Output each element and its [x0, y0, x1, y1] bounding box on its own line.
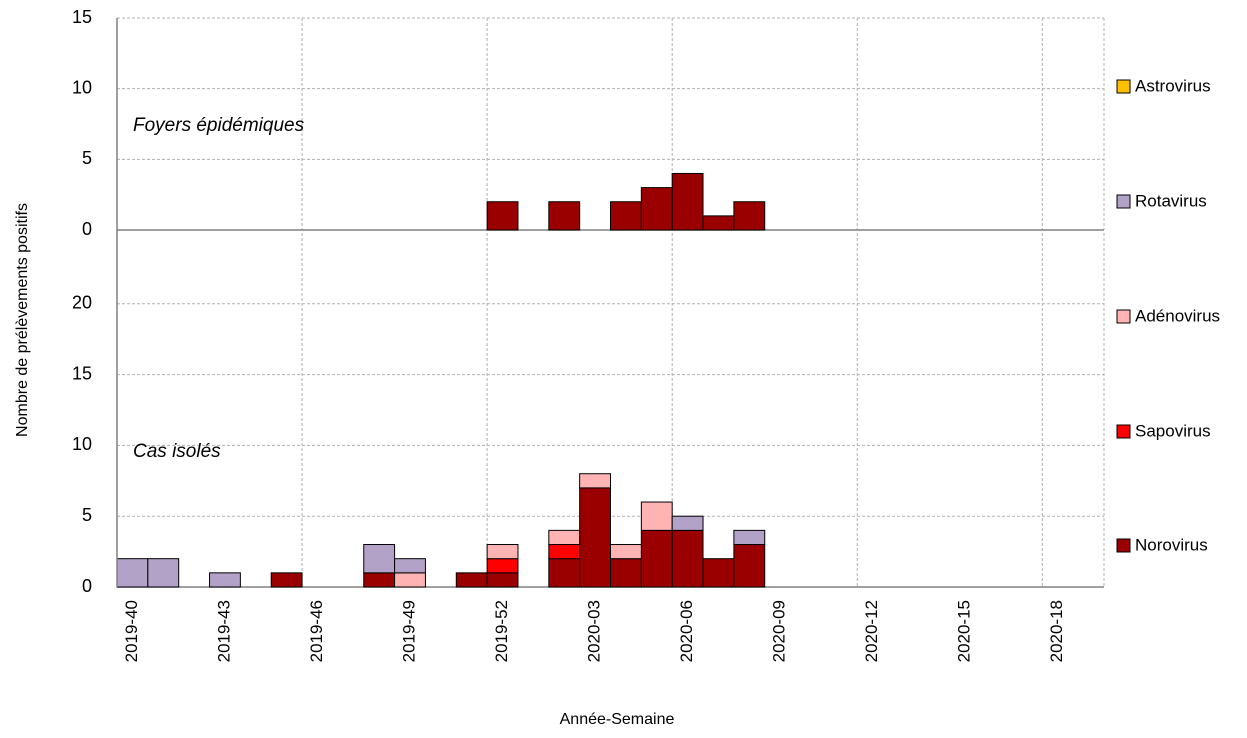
legend-label: Rotavirus — [1135, 191, 1207, 210]
bar — [548, 529, 581, 546]
y-tick-label: 15 — [72, 363, 92, 383]
bar — [733, 201, 766, 231]
legend-swatch — [1116, 194, 1131, 209]
x-tick-label: 2019-43 — [214, 600, 233, 662]
bar — [610, 558, 642, 588]
x-tick-label: 2020-15 — [955, 600, 974, 662]
x-tick-label: 2019-49 — [400, 600, 419, 662]
bar — [363, 572, 396, 588]
x-axis-label: Année-Semaine — [560, 711, 675, 728]
panel-annotation: Foyers épidémiques — [133, 115, 305, 136]
y-axis-label: Nombre de prélèvements positifs — [14, 203, 31, 437]
bar — [702, 215, 735, 231]
bar — [548, 558, 581, 588]
panel-annotation: Cas isolés — [133, 441, 221, 462]
legend-swatch — [1116, 538, 1131, 553]
bar — [209, 572, 241, 588]
bar — [548, 201, 581, 231]
bar — [270, 572, 303, 588]
bar — [671, 529, 704, 588]
bar — [455, 572, 488, 588]
bar — [486, 572, 519, 588]
bar — [640, 501, 673, 531]
y-tick-label: 0 — [82, 576, 92, 596]
bar — [579, 487, 611, 588]
bar — [733, 529, 766, 546]
x-tick-label: 2020-18 — [1047, 600, 1066, 662]
bar — [610, 544, 642, 560]
x-tick-label: 2019-40 — [122, 600, 141, 662]
bar — [702, 558, 735, 588]
x-tick-label: 2020-06 — [677, 600, 696, 662]
bar — [116, 558, 149, 588]
legend-label: Adénovirus — [1135, 306, 1220, 325]
y-tick-label: 0 — [82, 219, 92, 239]
bar — [394, 558, 426, 574]
x-tick-label: 2020-09 — [770, 600, 789, 662]
y-tick-label: 10 — [72, 77, 92, 97]
x-tick-label: 2019-46 — [307, 600, 326, 662]
x-tick-label: 2019-52 — [492, 600, 511, 662]
y-tick-label: 15 — [72, 7, 92, 27]
legend-swatch — [1116, 424, 1131, 439]
bar — [486, 201, 519, 231]
x-tick-label: 2020-12 — [862, 600, 881, 662]
legend-swatch — [1116, 79, 1131, 94]
y-tick-label: 20 — [72, 293, 92, 313]
legend-label: Sapovirus — [1135, 421, 1211, 440]
bar — [486, 558, 519, 574]
y-tick-label: 5 — [82, 148, 92, 168]
bar — [671, 172, 704, 231]
bar — [733, 544, 766, 588]
bar — [548, 544, 581, 560]
bar — [671, 515, 704, 531]
bar — [610, 201, 642, 231]
bar — [640, 187, 673, 231]
legend-swatch — [1116, 309, 1131, 324]
bar — [640, 529, 673, 588]
legend-label: Norovirus — [1135, 535, 1208, 554]
y-tick-label: 5 — [82, 505, 92, 525]
bar — [394, 572, 426, 588]
legend-label: Astrovirus — [1135, 76, 1211, 95]
y-tick-label: 10 — [72, 434, 92, 454]
bar — [363, 544, 396, 574]
x-tick-label: 2020-03 — [585, 600, 604, 662]
bar — [147, 558, 180, 588]
bar — [486, 544, 519, 560]
bar — [579, 473, 611, 489]
